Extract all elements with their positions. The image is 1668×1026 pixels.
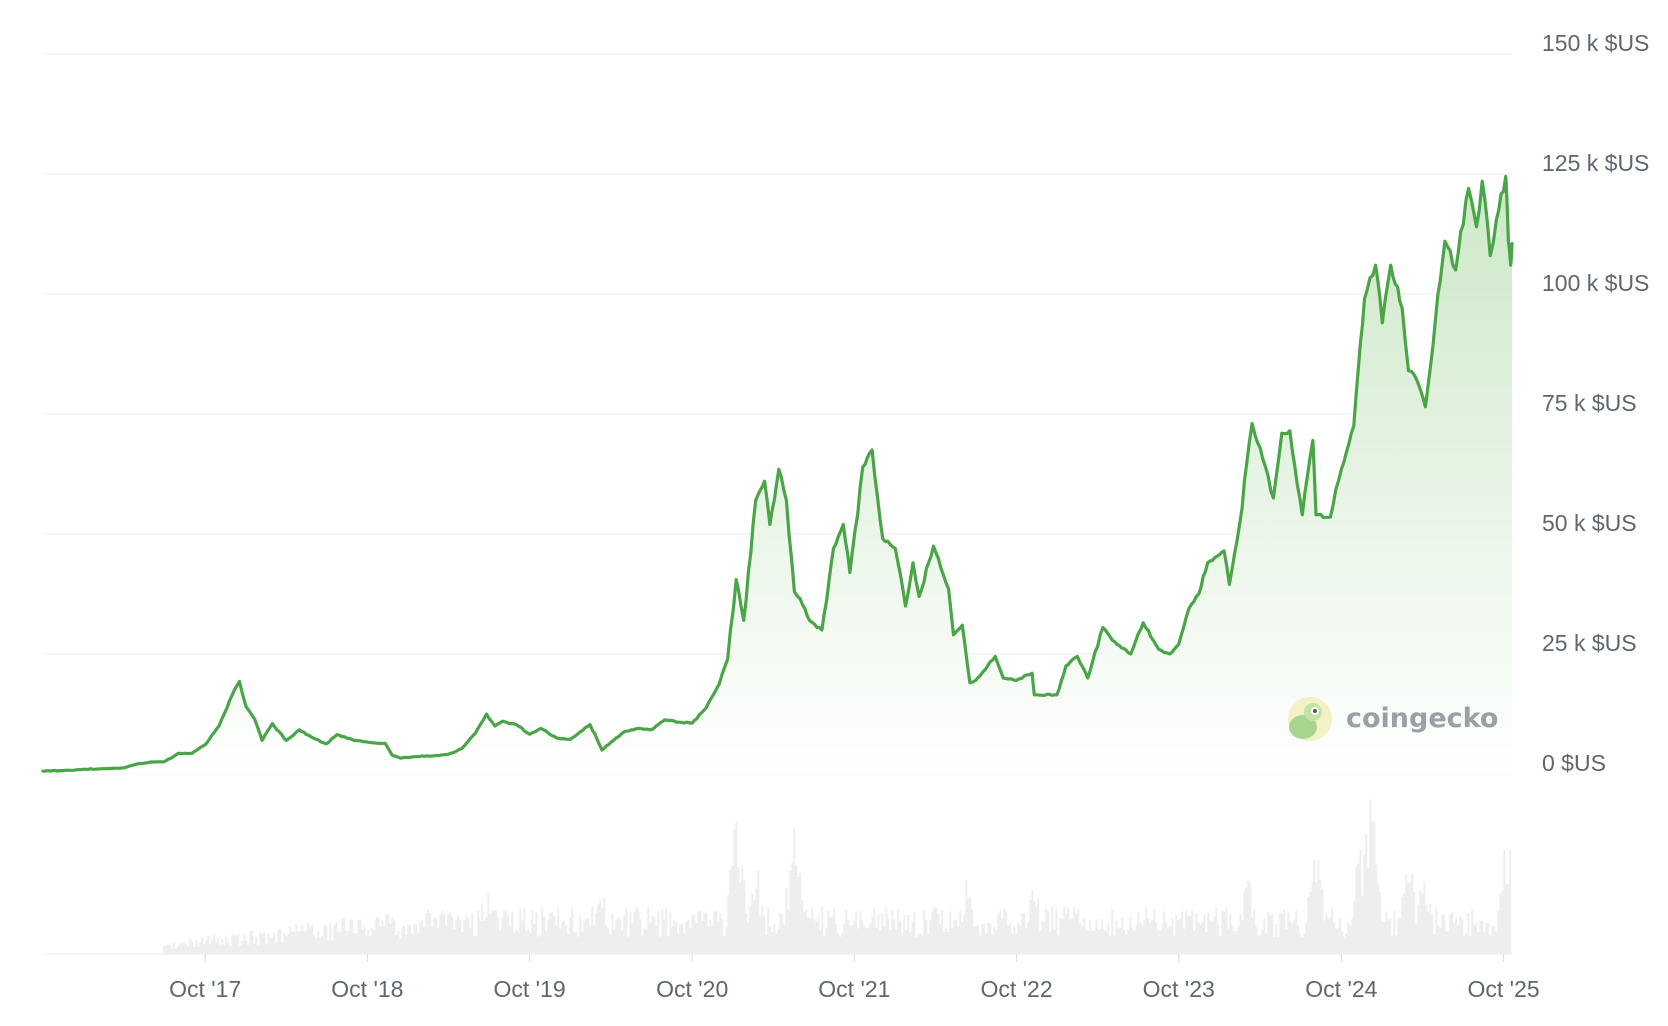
- price-line-group: [41, 174, 1514, 773]
- y-axis-ticks: 0 $US 25 k $US 50 k $US 75 k $US 100 k $US 12…: [1542, 30, 1649, 776]
- price-line: [41, 174, 1514, 773]
- x-tick-label: Oct '24: [1305, 976, 1377, 1002]
- x-tick-label: Oct '18: [331, 976, 403, 1002]
- volume-bars: [163, 799, 1512, 954]
- y-tick-label: 25 k $US: [1542, 630, 1637, 656]
- x-tick-label: Oct '23: [1143, 976, 1215, 1002]
- x-tick-label: Oct '17: [169, 976, 241, 1002]
- gecko-logo: [1288, 697, 1332, 741]
- y-tick-label: 0 $US: [1542, 750, 1606, 776]
- coingecko-watermark: coingecko: [1288, 697, 1498, 741]
- x-tick-label: Oct '22: [980, 976, 1052, 1002]
- x-tick-label: Oct '21: [818, 976, 890, 1002]
- x-axis-ticks: Oct '17 Oct '18 Oct '19 Oct '20 Oct '21 Oct '…: [169, 954, 1540, 1002]
- price-area: [43, 176, 1512, 774]
- x-tick-label: Oct '19: [493, 976, 565, 1002]
- y-tick-label: 75 k $US: [1542, 390, 1637, 416]
- brand-label: coingecko: [1346, 703, 1498, 734]
- volume-bar: [163, 799, 1512, 954]
- x-tick-label: Oct '25: [1467, 976, 1539, 1002]
- y-tick-label: 100 k $US: [1542, 270, 1649, 296]
- y-tick-label: 150 k $US: [1542, 30, 1649, 56]
- price-area-fill: [43, 176, 1512, 774]
- x-tick-label: Oct '20: [656, 976, 728, 1002]
- y-tick-label: 125 k $US: [1542, 150, 1649, 176]
- y-tick-label: 50 k $US: [1542, 510, 1637, 536]
